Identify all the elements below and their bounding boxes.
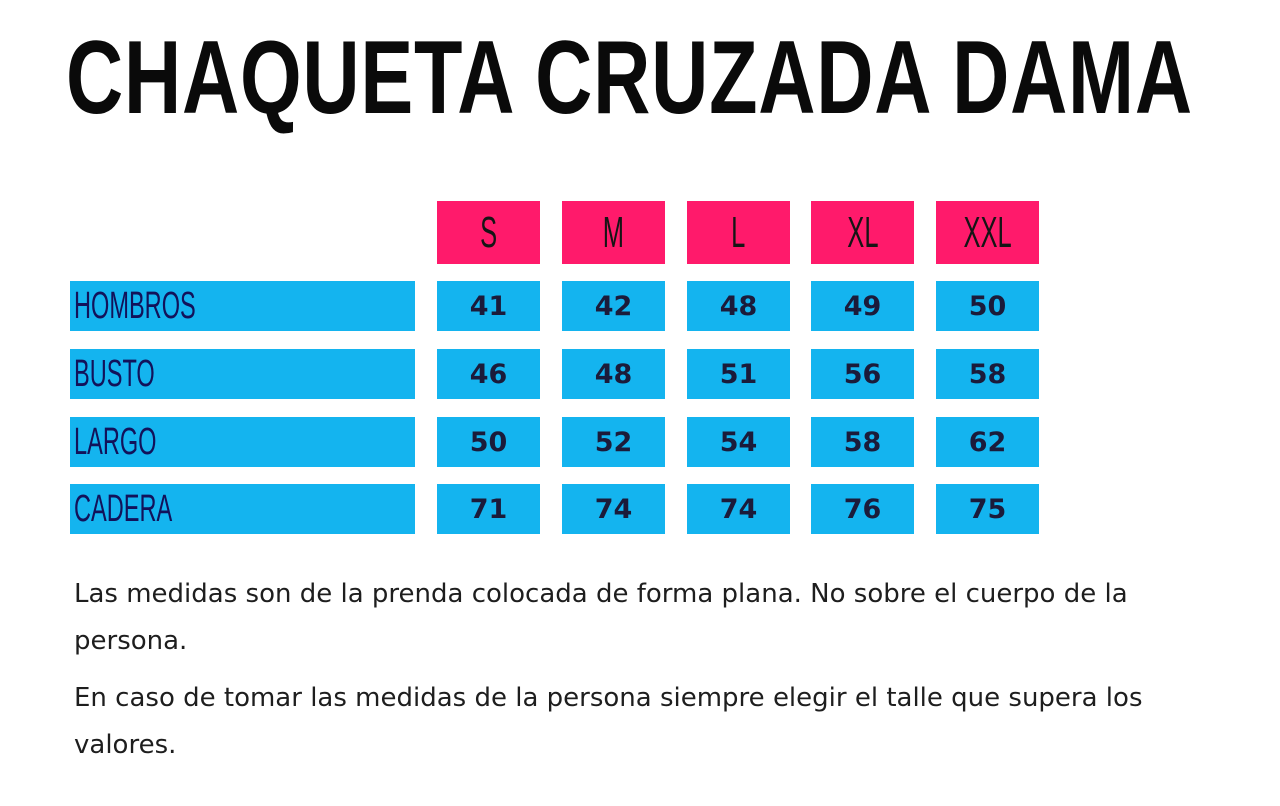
table-cell: 71 bbox=[437, 484, 540, 534]
cell-value: 51 bbox=[719, 358, 758, 390]
size-header-xl: XL bbox=[811, 201, 914, 264]
cell-value: 56 bbox=[843, 358, 882, 390]
table-cell: 74 bbox=[687, 484, 790, 534]
cell-value: 48 bbox=[594, 358, 633, 390]
table-cell: 54 bbox=[687, 417, 790, 467]
table-cell: 74 bbox=[562, 484, 665, 534]
cell-value: 42 bbox=[594, 290, 633, 322]
size-label: M bbox=[602, 207, 625, 257]
table-cell: 51 bbox=[687, 349, 790, 399]
size-label: L bbox=[731, 207, 746, 257]
row-label-text: BUSTO bbox=[74, 353, 155, 395]
row-label-busto: BUSTO bbox=[70, 349, 415, 399]
cell-value: 71 bbox=[469, 493, 508, 525]
row-label-text: HOMBROS bbox=[74, 285, 196, 327]
cell-value: 74 bbox=[719, 493, 758, 525]
table-cell: 41 bbox=[437, 281, 540, 331]
cell-value: 76 bbox=[843, 493, 882, 525]
cell-value: 50 bbox=[469, 426, 508, 458]
measurement-note-flat: Las medidas son de la prenda colocada de… bbox=[74, 579, 1128, 656]
table-cell: 75 bbox=[936, 484, 1039, 534]
table-cell: 58 bbox=[811, 417, 914, 467]
table-cell: 48 bbox=[562, 349, 665, 399]
cell-value: 54 bbox=[719, 426, 758, 458]
cell-value: 74 bbox=[594, 493, 633, 525]
size-header-s: S bbox=[437, 201, 540, 264]
size-label: XL bbox=[846, 207, 879, 257]
table-cell: 50 bbox=[936, 281, 1039, 331]
row-label-text: CADERA bbox=[74, 488, 173, 530]
cell-value: 58 bbox=[843, 426, 882, 458]
table-cell: 58 bbox=[936, 349, 1039, 399]
cell-value: 50 bbox=[968, 290, 1007, 322]
row-label-cadera: CADERA bbox=[70, 484, 415, 534]
table-cell: 56 bbox=[811, 349, 914, 399]
size-label: S bbox=[479, 207, 498, 257]
cell-value: 49 bbox=[843, 290, 882, 322]
cell-value: 52 bbox=[594, 426, 633, 458]
row-label-text: LARGO bbox=[74, 421, 157, 463]
table-cell: 62 bbox=[936, 417, 1039, 467]
size-header-m: M bbox=[562, 201, 665, 264]
table-cell: 50 bbox=[437, 417, 540, 467]
measurement-note-sizing: En caso de tomar las medidas de la perso… bbox=[74, 683, 1143, 760]
table-cell: 46 bbox=[437, 349, 540, 399]
table-cell: 49 bbox=[811, 281, 914, 331]
table-cell: 48 bbox=[687, 281, 790, 331]
page-title: CHAQUETA CRUZADA DAMA bbox=[66, 20, 1193, 136]
size-header-l: L bbox=[687, 201, 790, 264]
size-label: XXL bbox=[963, 207, 1012, 257]
cell-value: 48 bbox=[719, 290, 758, 322]
cell-value: 41 bbox=[469, 290, 508, 322]
table-cell: 52 bbox=[562, 417, 665, 467]
table-cell: 76 bbox=[811, 484, 914, 534]
cell-value: 46 bbox=[469, 358, 508, 390]
row-label-hombros: HOMBROS bbox=[70, 281, 415, 331]
cell-value: 62 bbox=[968, 426, 1007, 458]
row-label-largo: LARGO bbox=[70, 417, 415, 467]
size-header-xxl: XXL bbox=[936, 201, 1039, 264]
cell-value: 58 bbox=[968, 358, 1007, 390]
cell-value: 75 bbox=[968, 493, 1007, 525]
table-cell: 42 bbox=[562, 281, 665, 331]
